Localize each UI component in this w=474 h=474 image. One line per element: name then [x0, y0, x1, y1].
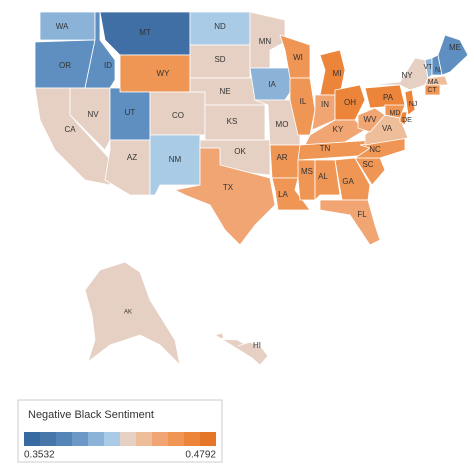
legend — [24, 432, 216, 446]
state — [311, 94, 336, 131]
state-label: NC — [369, 145, 381, 154]
state-label: NV — [87, 110, 99, 119]
state-label: WA — [56, 22, 69, 31]
state — [314, 159, 341, 201]
state — [84, 261, 181, 367]
state-label: SD — [214, 55, 225, 64]
state-label: FL — [357, 210, 367, 219]
legend-swatch — [200, 432, 216, 446]
state-label: AL — [318, 172, 328, 181]
state-label: HI — [253, 341, 261, 350]
legend-swatch — [72, 432, 88, 446]
state — [424, 84, 441, 96]
state-label: MI — [333, 69, 342, 78]
state-label: NE — [219, 87, 230, 96]
state — [399, 111, 408, 126]
state — [384, 104, 406, 119]
legend-swatch — [104, 432, 120, 446]
state-label: OR — [59, 61, 71, 70]
legend-swatch — [168, 432, 184, 446]
legend-max: 0.4792 — [185, 450, 216, 461]
legend-swatch — [40, 432, 56, 446]
state-label: NJ — [409, 101, 418, 108]
state-label: SC — [362, 160, 373, 169]
legend-swatch — [88, 432, 104, 446]
state-label: ND — [214, 22, 226, 31]
state-label: MT — [139, 28, 151, 37]
state-label: AR — [276, 153, 287, 162]
state-label: WV — [364, 115, 378, 124]
state — [104, 139, 151, 196]
state — [369, 57, 429, 91]
state — [334, 157, 371, 201]
state-label: WY — [157, 69, 171, 78]
state-label: ID — [104, 61, 112, 70]
state-label: VT — [424, 64, 434, 71]
state-label: IN — [321, 100, 329, 109]
state — [214, 332, 269, 366]
legend-min: 0.3532 — [24, 450, 55, 461]
legend-box — [17, 399, 223, 463]
state-label: ME — [449, 43, 461, 52]
state-label: OH — [344, 98, 356, 107]
state-label: CO — [172, 111, 184, 120]
state-label: NY — [401, 71, 413, 80]
state-label: MD — [390, 110, 401, 117]
state-label: UT — [125, 108, 136, 117]
state-label: MO — [276, 120, 289, 129]
state — [334, 84, 366, 121]
state-label: MA — [428, 79, 439, 86]
state — [119, 54, 191, 93]
state-label: WI — [293, 53, 303, 62]
state-label: NH — [435, 67, 445, 74]
state-label: AZ — [127, 153, 137, 162]
state — [149, 134, 201, 196]
state — [424, 75, 449, 86]
state-label: AK — [124, 310, 132, 316]
state-label: TN — [320, 144, 331, 153]
state-label: KS — [227, 117, 238, 126]
state-label: OK — [234, 147, 246, 156]
legend-title: Negative Black Sentiment — [28, 409, 154, 421]
legend-swatch — [152, 432, 168, 446]
legend-swatch — [136, 432, 152, 446]
state-label: IA — [268, 80, 276, 89]
state — [173, 147, 276, 246]
state — [357, 107, 386, 133]
states: WA OR CA NV ID MT WY UT AZ CO NM ND SD NE KS OK TX MN IA MO… — [34, 11, 469, 367]
state-label: MS — [301, 167, 313, 176]
state-label: VA — [382, 124, 393, 133]
state-label: IL — [300, 97, 307, 106]
state-label: GA — [342, 177, 354, 186]
state — [404, 89, 416, 116]
state-label: PA — [383, 93, 394, 102]
state — [297, 159, 316, 201]
state-label: LA — [278, 190, 288, 199]
legend-swatch — [56, 432, 72, 446]
legend-swatch — [24, 432, 40, 446]
state-label: MN — [259, 37, 272, 46]
state — [319, 199, 381, 246]
legend-swatch — [120, 432, 136, 446]
state — [84, 11, 116, 89]
state-label: TX — [223, 183, 234, 192]
state-label: DE — [402, 117, 412, 124]
state-label: CT — [427, 87, 437, 94]
state — [437, 34, 469, 76]
state-label: NM — [169, 155, 182, 164]
legend-swatch — [184, 432, 200, 446]
state-label: KY — [333, 125, 344, 134]
state-label: CA — [64, 125, 76, 134]
